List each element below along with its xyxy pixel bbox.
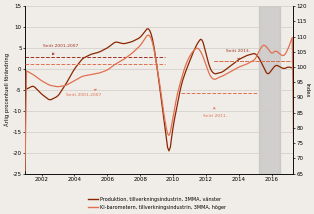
Legend: Produktion, tillverkningsindustrin, 3MMA, vänster, KI-barometern, tillverkningsi: Produktion, tillverkningsindustrin, 3MMA…: [86, 195, 228, 212]
Text: Snitt 2013-: Snitt 2013-: [226, 49, 250, 60]
Text: Snitt 2001-2007: Snitt 2001-2007: [66, 89, 101, 97]
Text: Snitt 2001-2007: Snitt 2001-2007: [43, 44, 78, 55]
Bar: [259, 6, 280, 174]
Y-axis label: Index: Index: [305, 83, 310, 97]
Y-axis label: Årlig procentuell förändring: Årlig procentuell förändring: [4, 53, 10, 126]
Text: Snitt 2011-: Snitt 2011-: [203, 107, 227, 118]
